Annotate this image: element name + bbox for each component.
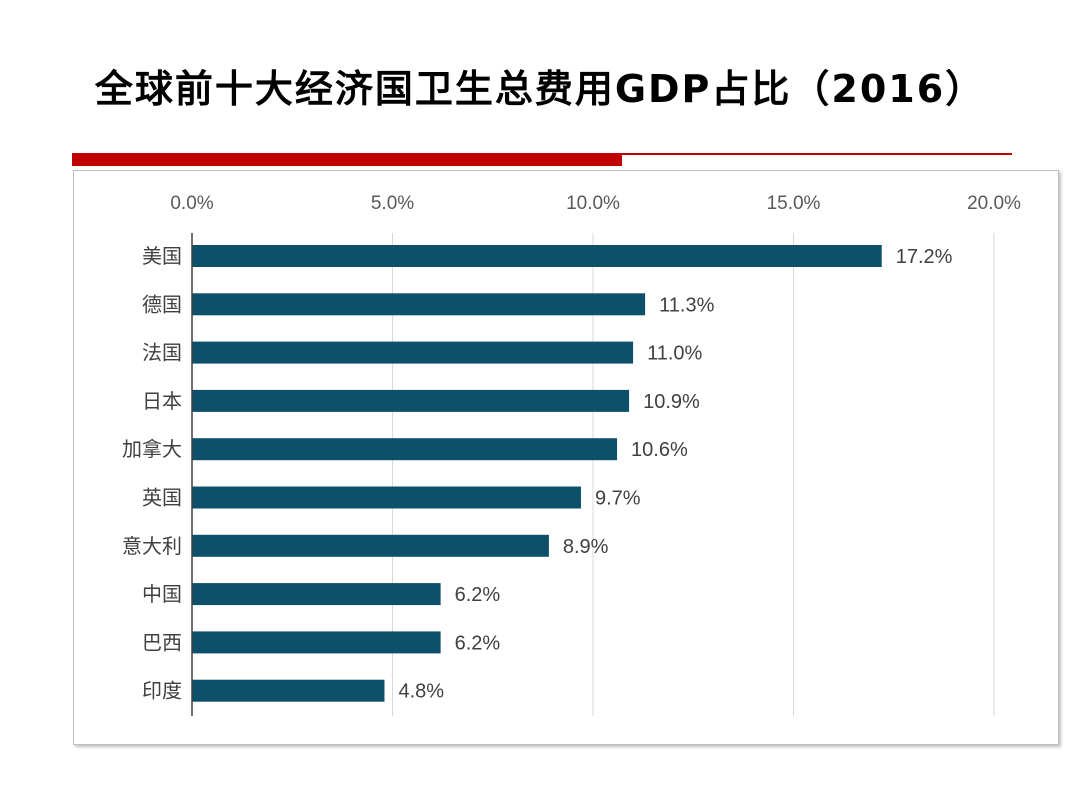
data-label: 6.2% <box>455 632 501 654</box>
data-label: 10.6% <box>631 439 688 461</box>
bar <box>192 679 385 702</box>
category-label: 加拿大 <box>122 437 182 461</box>
bar <box>192 341 634 364</box>
data-label: 11.0% <box>647 343 702 365</box>
data-label: 4.8% <box>398 681 444 703</box>
chart-frame: 0.0% 5.0% 10.0% 15.0% 20.0% 美国 17.2% 德国 11.3% 法国 1… <box>73 170 1059 745</box>
data-label: 8.9% <box>563 536 609 558</box>
bar <box>192 534 549 557</box>
data-label: 6.2% <box>455 584 501 606</box>
category-label: 法国 <box>142 341 182 365</box>
bar <box>192 583 441 606</box>
category-label: 美国 <box>142 244 182 268</box>
category-label: 印度 <box>142 679 182 703</box>
x-tick-label: 5.0% <box>371 193 414 214</box>
category-label: 巴西 <box>142 630 182 654</box>
x-tick-label: 10.0% <box>566 193 620 214</box>
data-label: 11.3% <box>659 294 714 316</box>
data-label: 17.2% <box>896 246 953 268</box>
page-title: 全球前十大经济国卫生总费用GDP占比（2016） <box>94 67 986 111</box>
x-tick-label: 0.0% <box>170 193 213 214</box>
title-underline-thick <box>72 153 622 166</box>
x-tick-label: 20.0% <box>967 193 1021 214</box>
bar <box>192 631 441 654</box>
bar-chart: 0.0% 5.0% 10.0% 15.0% 20.0% 美国 17.2% 德国 11.3% 法国 1… <box>122 193 1021 716</box>
data-label: 9.7% <box>595 488 641 510</box>
category-label: 英国 <box>142 486 182 510</box>
category-label: 中国 <box>142 582 182 606</box>
category-label: 意大利 <box>122 534 182 558</box>
category-label: 德国 <box>142 292 182 316</box>
data-label: 10.9% <box>643 391 700 413</box>
bar <box>192 245 882 267</box>
title-underline-thin <box>622 153 1012 155</box>
bar <box>192 293 646 316</box>
bar <box>192 438 618 461</box>
x-tick-label: 15.0% <box>767 193 821 214</box>
bar <box>192 486 581 509</box>
category-label: 日本 <box>142 389 182 413</box>
bar <box>192 389 630 412</box>
